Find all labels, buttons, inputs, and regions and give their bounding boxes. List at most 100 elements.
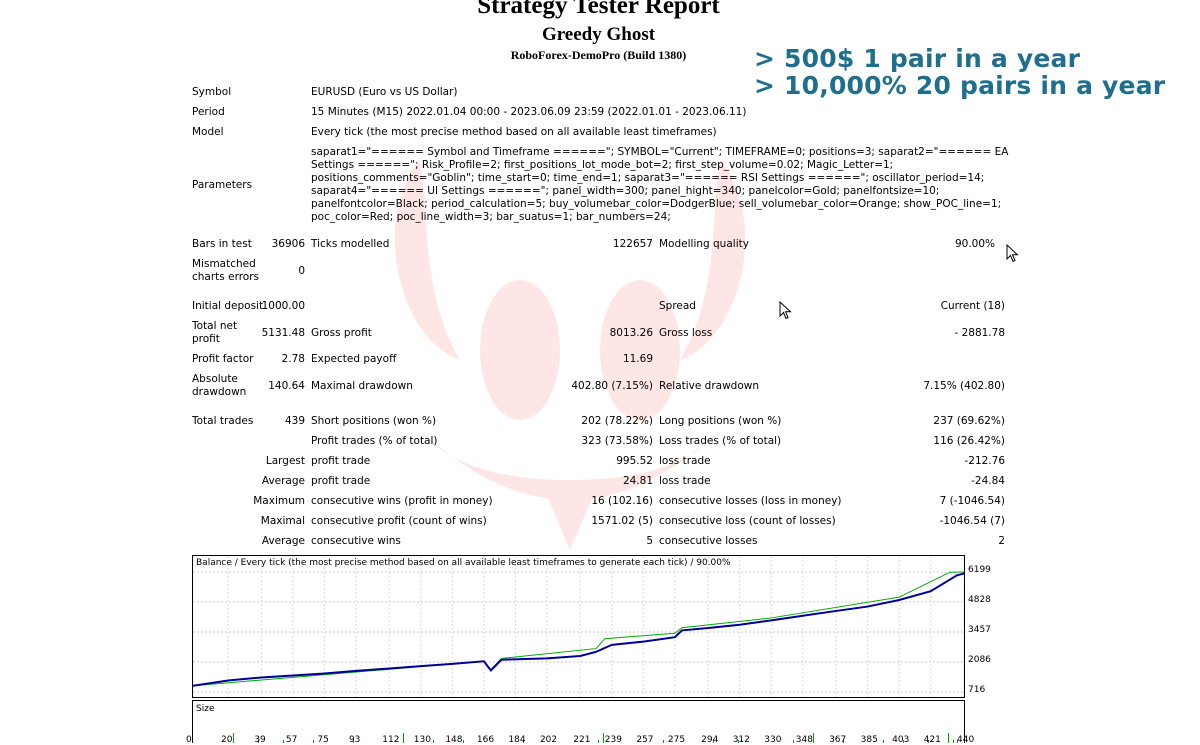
ea-name: Greedy Ghost <box>541 24 656 45</box>
x-tick-label: 348 <box>795 735 813 745</box>
maximal-label: Maximal <box>260 515 305 527</box>
ticks-label: Ticks modelled <box>311 238 390 250</box>
x-tick-label: 440 <box>957 735 975 745</box>
x-tick-label: 93 <box>348 735 361 745</box>
y-tick-label: 6199 <box>968 565 991 575</box>
maxwins-label: consecutive wins (profit in money) <box>311 495 493 507</box>
balance-line <box>193 572 964 687</box>
ticks-value: 122657 <box>612 238 653 250</box>
promo-line-2: > 10,000% 20 pairs in a year <box>754 71 1166 100</box>
ltrades-label: Loss trades (% of total) <box>659 435 782 447</box>
bars-label: Bars in test <box>192 238 252 250</box>
grossloss-value: - 2881.78 <box>954 327 1005 339</box>
size-chart-title: Size <box>196 704 215 714</box>
deposit-value: 1000.00 <box>261 300 305 312</box>
x-tick-label: 221 <box>573 735 591 745</box>
period-label: Period <box>192 106 225 118</box>
ptrades-value: 323 (73.58%) <box>581 435 653 447</box>
average-profit-label: profit trade <box>311 475 371 487</box>
x-tick-label: 202 <box>539 735 558 745</box>
size-bar <box>948 733 949 743</box>
x-tick-label: 275 <box>667 735 686 745</box>
largest-loss-value: -212.76 <box>964 455 1005 467</box>
x-tick-label: 403 <box>892 735 910 745</box>
reldd-label: Relative drawdown <box>659 380 760 392</box>
pf-value: 2.78 <box>281 353 305 365</box>
parameters-value: saparat1="====== Symbol and Timeframe ==… <box>311 146 1009 223</box>
average-loss-label: loss trade <box>659 475 711 487</box>
ptrades-label: Profit trades (% of total) <box>311 435 438 447</box>
avgwins-value: 5 <box>646 535 653 547</box>
reldd-value: 7.15% (402.80) <box>923 380 1005 392</box>
deposit-label: Initial deposit <box>192 300 264 312</box>
maxlosses-label: consecutive losses (loss in money) <box>659 495 842 507</box>
x-tick-label: 112 <box>382 735 400 745</box>
pf-label: Profit factor <box>192 353 254 365</box>
x-tick-label: 148 <box>445 735 463 745</box>
trades-value: 439 <box>284 415 305 427</box>
maxloss-label: consecutive loss (count of losses) <box>659 515 836 527</box>
x-tick-label: 312 <box>732 735 750 745</box>
model-label: Model <box>192 126 224 138</box>
x-tick-label: 257 <box>636 735 654 745</box>
x-tick-label: 184 <box>508 735 526 745</box>
symbol-value: EURUSD (Euro vs US Dollar) <box>311 86 458 98</box>
maxprofit-label: consecutive profit (count of wins) <box>311 515 487 527</box>
size-bar <box>403 733 404 743</box>
equity-line <box>193 571 964 687</box>
size-bar <box>233 733 234 743</box>
grossloss-label: Gross loss <box>659 327 713 339</box>
absdd-value: 140.64 <box>268 380 305 392</box>
mismatch-label: Mismatched charts errors <box>192 258 259 283</box>
balance-chart-svg <box>193 556 964 697</box>
y-tick-label: 716 <box>968 685 986 695</box>
maxprofit-value: 1571.02 (5) <box>591 515 653 527</box>
mouse-cursor-icon <box>1006 244 1019 263</box>
maximum-label: Maximum <box>253 495 305 507</box>
average-loss-value: -24.84 <box>971 475 1005 487</box>
largest-loss-label: loss trade <box>659 455 711 467</box>
mismatch-value: 0 <box>298 265 305 277</box>
x-tick-label: 294 <box>701 735 719 745</box>
maxdd-value: 402.80 (7.15%) <box>571 380 653 392</box>
maxloss-value: -1046.54 (7) <box>939 515 1005 527</box>
mouse-cursor-icon <box>779 301 792 320</box>
grossprofit-value: 8013.26 <box>609 327 653 339</box>
model-value: Every tick (the most precise method base… <box>311 126 717 138</box>
quality-value: 90.00% <box>954 238 995 250</box>
size-bar <box>603 733 604 743</box>
x-tick-label: 75 <box>317 735 329 745</box>
largest-profit-value: 995.52 <box>616 455 653 467</box>
period-value: 15 Minutes (M15) 2022.01.04 00:00 - 2023… <box>311 106 747 118</box>
x-tick-label: 421 <box>923 735 941 745</box>
size-chart: Size <box>192 700 965 743</box>
long-value: 237 (69.62%) <box>933 415 1005 427</box>
x-tick-label: 20 <box>221 735 233 745</box>
ltrades-value: 116 (26.42%) <box>933 435 1005 447</box>
average2-label: Average <box>261 535 305 547</box>
largest-label: Largest <box>265 455 305 467</box>
maxlosses-value: 7 (-1046.54) <box>939 495 1005 507</box>
x-tick-label: 166 <box>476 735 495 745</box>
balance-chart: Balance / Every tick (the most precise m… <box>192 555 965 698</box>
avglosses-label: consecutive losses <box>659 535 758 547</box>
long-label: Long positions (won %) <box>659 415 782 427</box>
avgwins-label: consecutive wins <box>311 535 401 547</box>
short-value: 202 (78.22%) <box>581 415 653 427</box>
y-tick-label: 3457 <box>968 625 991 635</box>
size-bar <box>813 733 814 743</box>
absdd-label: Absolute drawdown <box>192 373 247 398</box>
report-title: Strategy Tester Report <box>477 0 720 19</box>
x-tick-label: 367 <box>829 735 847 745</box>
chart-title: Balance / Every tick (the most precise m… <box>196 558 731 568</box>
expected-label: Expected payoff <box>311 353 397 365</box>
netprofit-label: Total net profit <box>192 320 238 345</box>
parameters-label: Parameters <box>192 179 253 191</box>
netprofit-value: 5131.48 <box>261 327 305 339</box>
bars-value: 36906 <box>271 238 305 250</box>
average-label: Average <box>261 475 305 487</box>
largest-profit-label: profit trade <box>311 455 371 467</box>
symbol-label: Symbol <box>192 86 232 98</box>
trades-label: Total trades <box>192 415 254 427</box>
broker-name: RoboForex-DemoPro (Build 1380) <box>510 48 687 62</box>
